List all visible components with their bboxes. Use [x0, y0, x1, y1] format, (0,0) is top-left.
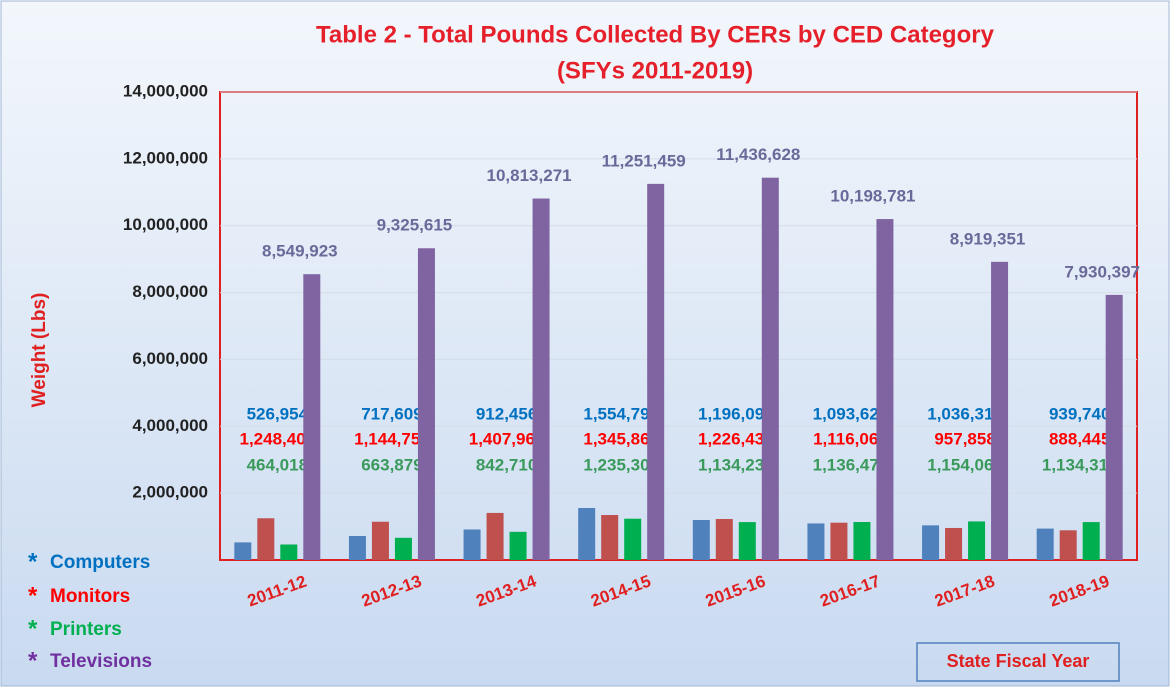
y-tick-label: 8,000,000 [132, 282, 208, 301]
value-label: 11,251,459 [602, 151, 686, 170]
bar [830, 522, 848, 560]
value-label: 939,740 [1049, 404, 1110, 423]
bar [715, 519, 733, 560]
x-axis-label: State Fiscal Year [947, 651, 1090, 671]
value-label: 1,196,096 [698, 404, 774, 423]
bar [1105, 294, 1123, 560]
value-label: 1,407,961 [469, 429, 545, 448]
value-label: 8,549,923 [262, 242, 338, 261]
legend-label: Computers [50, 552, 150, 573]
legend-marker: * [28, 548, 38, 575]
value-label: 10,198,781 [830, 187, 915, 206]
value-label: 464,018 [247, 455, 308, 474]
value-label: 11,436,628 [716, 145, 800, 164]
value-label: 1,134,316 [1042, 455, 1118, 474]
y-tick-label: 6,000,000 [132, 349, 208, 368]
legend-label: Televisions [50, 651, 152, 672]
value-label: 1,248,409 [239, 429, 315, 448]
legend-marker: * [28, 615, 38, 642]
value-label: 1,134,233 [698, 455, 774, 474]
bar [1036, 528, 1054, 560]
y-tick-label: 2,000,000 [132, 483, 208, 502]
bar [417, 248, 435, 561]
value-label: 10,813,271 [487, 166, 572, 185]
bar [509, 531, 527, 560]
value-label: 8,919,351 [950, 229, 1026, 248]
value-label: 888,445 [1049, 429, 1110, 448]
value-label: 1,345,863 [583, 429, 659, 448]
bar [991, 261, 1009, 560]
chart-title: Table 2 - Total Pounds Collected By CERs… [316, 21, 995, 48]
bar [853, 522, 871, 560]
bar [601, 515, 619, 560]
bar [876, 219, 894, 560]
y-tick-label: 4,000,000 [132, 416, 208, 435]
value-label: 1,554,790 [583, 404, 659, 423]
value-label: 842,710 [476, 455, 537, 474]
value-label: 1,144,759 [354, 429, 430, 448]
bar [303, 274, 321, 560]
value-label: 1,154,062 [927, 455, 1003, 474]
value-label: 1,036,312 [927, 404, 1003, 423]
y-axis-label: Weight (Lbs) [29, 293, 50, 408]
bar [945, 527, 963, 560]
value-label: 1,235,307 [583, 455, 659, 474]
value-label: 912,456 [476, 404, 537, 423]
legend-marker: * [28, 647, 38, 674]
value-label: 717,609 [361, 404, 422, 423]
bar [371, 521, 389, 560]
y-tick-label: 14,000,000 [123, 81, 208, 100]
bar [807, 523, 825, 560]
legend-label: Printers [50, 619, 122, 640]
legend-label: Monitors [50, 586, 130, 607]
bar [692, 520, 710, 560]
value-label: 1,226,438 [698, 429, 774, 448]
bar [280, 544, 298, 560]
bar [532, 198, 550, 560]
bar [463, 529, 481, 560]
value-label: 1,136,471 [813, 455, 889, 474]
bar [761, 177, 779, 560]
bar [394, 537, 412, 560]
bar [486, 512, 504, 560]
value-label: 9,325,615 [377, 216, 453, 235]
bar [647, 183, 665, 560]
bar [968, 521, 986, 560]
bar [624, 518, 642, 560]
bar [348, 536, 366, 560]
legend-marker: * [28, 582, 38, 609]
value-label: 663,879 [361, 455, 422, 474]
bar [257, 518, 275, 560]
value-label: 957,858 [934, 429, 995, 448]
y-tick-label: 12,000,000 [123, 148, 208, 167]
bar [234, 542, 252, 560]
x-label-box [916, 642, 1120, 682]
bar [578, 508, 596, 560]
value-label: 526,954 [247, 404, 309, 423]
bar [1082, 522, 1100, 560]
chart-subtitle: (SFYs 2011-2019) [557, 57, 753, 84]
bar [922, 525, 940, 560]
value-label: 1,116,061 [813, 429, 888, 448]
bar [1059, 530, 1077, 560]
value-label: 1,093,620 [813, 404, 889, 423]
y-tick-label: 10,000,000 [123, 215, 208, 234]
bar [738, 522, 756, 560]
value-label: 7,930,397 [1064, 262, 1140, 281]
